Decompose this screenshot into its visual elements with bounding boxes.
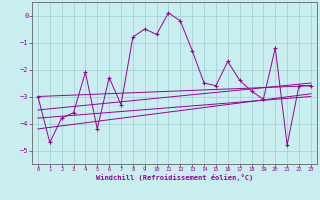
X-axis label: Windchill (Refroidissement éolien,°C): Windchill (Refroidissement éolien,°C) [96, 174, 253, 181]
